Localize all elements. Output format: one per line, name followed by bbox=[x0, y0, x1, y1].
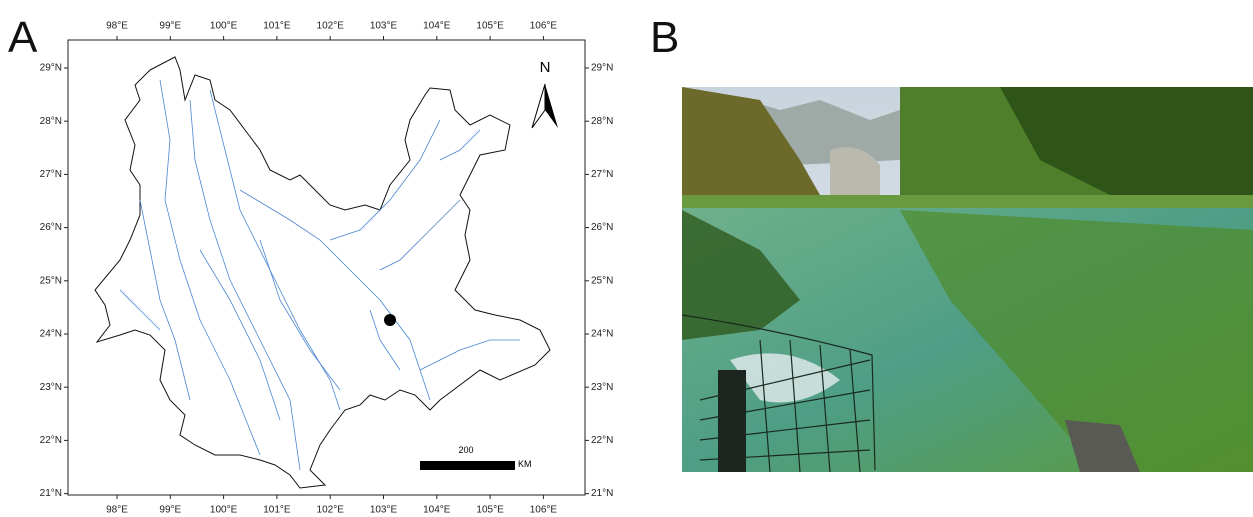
lat-label: 21°N bbox=[40, 488, 62, 499]
lon-label: 102°E bbox=[317, 505, 345, 516]
lat-label: 22°N bbox=[40, 435, 62, 446]
lon-label: 101°E bbox=[263, 21, 291, 32]
north-label: N bbox=[540, 59, 551, 76]
lon-label: 98°E bbox=[106, 505, 128, 516]
lon-label: 106°E bbox=[530, 505, 558, 516]
lon-label: 100°E bbox=[210, 21, 238, 32]
lat-label: 23°N bbox=[40, 382, 62, 393]
lon-label: 100°E bbox=[210, 505, 238, 516]
lon-label: 104°E bbox=[423, 21, 451, 32]
lon-label: 103°E bbox=[370, 21, 398, 32]
lon-label: 103°E bbox=[370, 505, 398, 516]
lat-label: 27°N bbox=[40, 169, 62, 180]
site-marker bbox=[384, 314, 396, 326]
lat-label: 26°N bbox=[591, 222, 613, 233]
panel-label: A bbox=[8, 13, 38, 62]
lat-label: 21°N bbox=[591, 488, 613, 499]
lon-label: 99°E bbox=[159, 21, 181, 32]
lat-label: 23°N bbox=[591, 382, 613, 393]
scale-unit: KM bbox=[518, 459, 532, 469]
lat-label: 27°N bbox=[591, 169, 613, 180]
scale-bar bbox=[420, 461, 515, 470]
lat-label: 22°N bbox=[591, 435, 613, 446]
lon-label: 98°E bbox=[106, 21, 128, 32]
lat-label: 25°N bbox=[591, 275, 613, 286]
lon-label: 105°E bbox=[476, 21, 504, 32]
lat-label: 28°N bbox=[591, 116, 613, 127]
scale-value: 200 bbox=[458, 445, 473, 455]
lon-label: 106°E bbox=[530, 21, 558, 32]
lon-label: 102°E bbox=[317, 21, 345, 32]
photo bbox=[682, 87, 1253, 472]
lat-label: 24°N bbox=[40, 329, 62, 340]
lat-label: 25°N bbox=[40, 275, 62, 286]
lat-label: 26°N bbox=[40, 222, 62, 233]
lon-label: 105°E bbox=[476, 505, 504, 516]
lat-label: 24°N bbox=[591, 329, 613, 340]
lon-label: 104°E bbox=[423, 505, 451, 516]
lon-label: 101°E bbox=[263, 505, 291, 516]
lat-label: 29°N bbox=[40, 63, 62, 74]
figure: A B N 200 KM bbox=[0, 0, 1253, 517]
lat-label: 28°N bbox=[40, 116, 62, 127]
lat-label: 29°N bbox=[591, 63, 613, 74]
panel-label: B bbox=[650, 13, 679, 62]
lon-label: 99°E bbox=[159, 505, 181, 516]
